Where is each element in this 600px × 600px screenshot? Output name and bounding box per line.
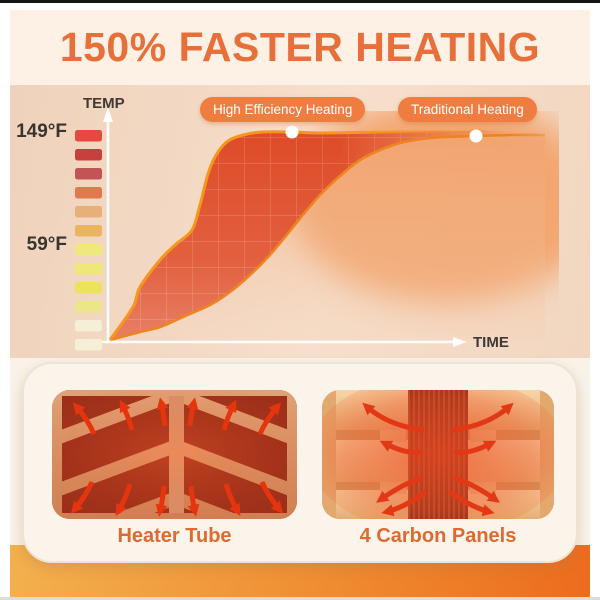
chart-canvas: TEMP TIME 149°F 59°F — [16, 95, 559, 351]
content-frame: 150% FASTER HEATING — [10, 3, 590, 597]
heater-tube-image — [52, 390, 297, 519]
x-axis-arrowhead — [453, 337, 467, 347]
legend-traditional: Traditional Heating — [398, 97, 537, 122]
thermometer-segment — [75, 149, 102, 161]
heating-chart: TEMP TIME 149°F 59°F High Efficiency Hea… — [10, 85, 590, 358]
carbon-panels-image — [322, 390, 554, 519]
grid-overlay — [110, 130, 545, 340]
heat-arrows-down — [70, 480, 284, 517]
thermometer-segment — [75, 339, 102, 351]
top-border-strip — [0, 0, 600, 3]
legend-high-efficiency-label: High Efficiency Heating — [213, 102, 353, 117]
time-axis-label: TIME — [473, 334, 509, 351]
thermometer-scale — [75, 130, 102, 351]
he-curve — [108, 129, 546, 341]
he-dot — [285, 125, 299, 139]
between-curves-area-group — [110, 130, 545, 340]
title-band: 150% FASTER HEATING — [10, 10, 590, 85]
thermometer-segment — [75, 263, 102, 275]
heater-detail-card: Heater Tube 4 Carbon Panels — [22, 362, 578, 563]
tick-59f: 59°F — [27, 234, 67, 255]
carbon-panels-label-text: 4 Carbon Panels — [359, 525, 517, 547]
trad-dot — [469, 129, 483, 143]
thermometer-segment — [75, 206, 102, 218]
radiating-arrows — [362, 402, 514, 517]
heater-tube-label-text: Heater Tube — [117, 525, 232, 547]
under-traditional-area — [110, 134, 545, 341]
thermometer-segment — [75, 225, 102, 237]
x-axis — [92, 337, 467, 347]
thermometer-segment — [75, 130, 102, 142]
y-axis-arrowhead — [103, 107, 113, 122]
thermometer-segment — [75, 168, 102, 180]
y-axis — [103, 107, 113, 341]
thermometer-segment — [75, 301, 102, 313]
page-title: 150% FASTER HEATING — [59, 24, 541, 70]
trad-curve — [109, 133, 546, 342]
temp-axis-label: TEMP — [83, 95, 125, 112]
legend-traditional-label: Traditional Heating — [411, 102, 524, 117]
bottom-border-strip — [0, 597, 600, 600]
thermometer-segment — [75, 187, 102, 199]
heater-tube-label: Heater Tube — [52, 525, 297, 548]
legend-high-efficiency: High Efficiency Heating — [200, 97, 366, 122]
thermometer-segment — [75, 320, 102, 332]
tick-149f: 149°F — [16, 121, 67, 142]
carbon-panels-label: 4 Carbon Panels — [322, 525, 554, 548]
heat-arrows-up — [72, 397, 282, 436]
thermometer-segment — [75, 282, 102, 294]
thermometer-segment — [75, 244, 102, 256]
